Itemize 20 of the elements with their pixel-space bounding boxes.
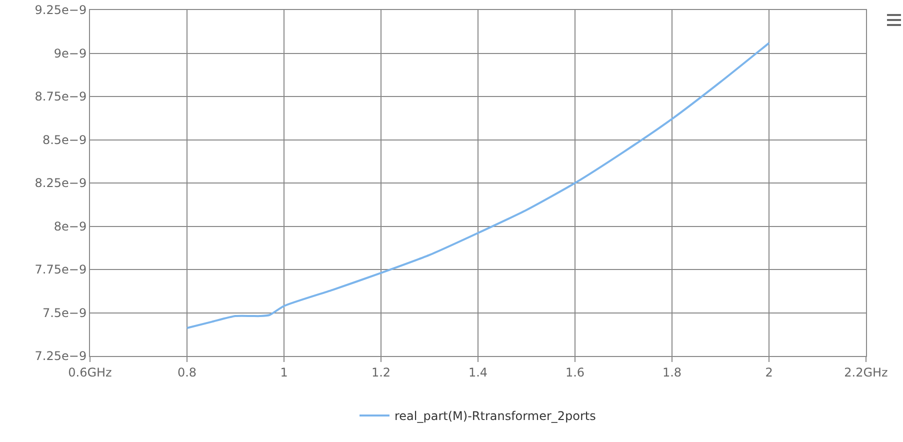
y-tick-label: 7.25e−9 (34, 349, 87, 364)
x-tick-label: 1.6 (565, 365, 585, 380)
legend-label: real_part(M)-Rtransformer_2ports (394, 409, 596, 424)
y-tick-label: 8e−9 (54, 219, 87, 234)
line-series (186, 42, 770, 329)
y-tick-label: 7.75e−9 (34, 262, 87, 277)
y-tick-label: 7.5e−9 (42, 306, 87, 320)
x-tick-label: 0.6GHz (68, 365, 112, 380)
y-tick-label: 9.25e−9 (34, 3, 87, 18)
x-tick-label: 0.8 (177, 365, 197, 380)
x-tick-label: 1.4 (468, 365, 488, 380)
x-tick-label: 1.2 (371, 365, 391, 380)
x-tick-label: 1.8 (662, 365, 682, 380)
x-tick-label: 2 (765, 365, 773, 380)
y-tick-label: 8.5e−9 (42, 132, 87, 147)
x-tick-label: 2.2GHz (844, 365, 888, 380)
x-tick-label: 1 (280, 365, 288, 380)
y-tick-label: 9e−9 (54, 46, 87, 60)
y-tick-label: 8.25e−9 (34, 176, 87, 190)
y-tick-label: 8.75e−9 (34, 90, 87, 104)
